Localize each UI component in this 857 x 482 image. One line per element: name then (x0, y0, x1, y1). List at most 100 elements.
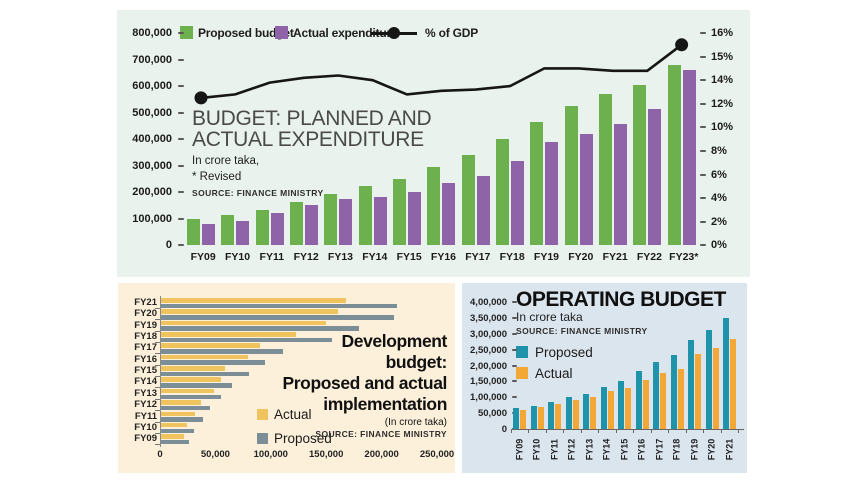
right-axis-tick (700, 102, 706, 105)
left-axis-tick-label: 0 (165, 239, 172, 251)
right-axis-tick (700, 150, 706, 152)
dev-row-tick (155, 410, 160, 412)
op-y-axis-tick (512, 332, 517, 335)
development-title-line4: implementation (323, 394, 447, 414)
left-axis-tick (178, 244, 184, 246)
legend-actual-expenditure-swatch (275, 26, 288, 39)
revised-note: * Revised (192, 171, 242, 183)
bar-proposed-FY21 (598, 94, 612, 245)
dev-category-label-FY15: FY15 (134, 365, 157, 377)
dev-bar-proposed-FY10 (160, 428, 195, 434)
development-title-line1: Development (341, 331, 448, 351)
dev-category-label-FY21: FY21 (134, 297, 157, 308)
x-axis-label-FY18: FY18 (499, 251, 525, 263)
top-chart-title-block: BUDGET: PLANNED AND ACTUAL EXPENDITURE I… (192, 108, 432, 198)
dev-legend-swatch-actual (257, 409, 268, 420)
dev-bar-proposed-FY09 (160, 439, 189, 445)
op-group-tick (528, 430, 530, 433)
op-y-axis-tick-label: 4,00,000 (470, 297, 507, 308)
op-x-axis-label-FY21: FY21 (724, 438, 734, 461)
left-axis-tick-label: 100,000 (132, 212, 172, 225)
development-unit: (In crore taka) (384, 417, 447, 428)
gdp-line-endpoint-dot (675, 38, 689, 52)
op-bar-actual-FY09 (520, 409, 526, 429)
bar-actual-FY09 (202, 223, 215, 245)
left-axis-tick-label: 200,000 (132, 186, 172, 198)
op-group-tick (720, 430, 722, 433)
dev-bar-proposed-FY12 (160, 405, 210, 411)
op-bar-actual-FY10 (537, 407, 544, 429)
op-x-axis-label-FY12: FY12 (566, 438, 577, 461)
op-bar-proposed-FY09 (513, 408, 519, 429)
right-axis-tick-label: 4% (711, 192, 727, 205)
development-title-line2: budget: (385, 352, 448, 372)
op-y-axis-tick-label: 3,50,000 (470, 312, 507, 324)
right-axis-tick-label: 16% (711, 27, 734, 39)
bar-actual-FY22 (648, 109, 662, 245)
left-axis-tick-label: 400,000 (132, 133, 172, 145)
op-bar-actual-FY15 (625, 388, 631, 429)
op-bar-actual-FY20 (712, 348, 719, 429)
op-x-axis-label-FY18: FY18 (671, 438, 682, 461)
right-axis-tick-label: 14% (711, 74, 734, 87)
dev-bar-proposed-FY11 (160, 417, 204, 422)
op-y-axis-tick (512, 316, 517, 319)
dev-row-tick (155, 364, 160, 366)
left-axis-tick-label: 800,000 (132, 27, 172, 39)
op-group-tick (633, 430, 635, 433)
op-group-tick (510, 430, 512, 433)
bar-proposed-FY19 (530, 121, 544, 245)
bar-proposed-FY17 (461, 154, 475, 245)
operating-unit: In crore taka (516, 310, 583, 324)
op-group-tick (580, 430, 582, 433)
op-bar-actual-FY16 (642, 380, 649, 429)
bar-proposed-FY15 (392, 178, 406, 245)
dev-bar-actual-FY18 (160, 332, 297, 337)
x-axis-label-FY21: FY21 (602, 251, 628, 263)
left-axis-tick (178, 58, 184, 61)
dev-category-label-FY14: FY14 (134, 376, 157, 388)
dev-bar-proposed-FY21 (160, 303, 398, 309)
x-axis-label-FY16: FY16 (430, 251, 457, 263)
right-axis-tick (700, 197, 706, 200)
op-bar-proposed-FY20 (705, 330, 712, 429)
x-axis-label-FY22: FY22 (636, 251, 662, 263)
op-legend-swatch-actual (516, 367, 528, 379)
op-y-axis-tick (512, 348, 517, 351)
dev-row-tick (155, 398, 160, 400)
dev-bar-actual-FY12 (160, 400, 201, 405)
development-budget-panel: FY21 FY20 FY19 FY18 FY17 FY16 FY15 FY14 FY13 FY12… (118, 283, 455, 473)
dev-legend-label-proposed: Proposed (274, 431, 332, 446)
left-axis-tick (178, 217, 184, 220)
bar-actual-FY14 (373, 197, 387, 245)
left-axis-tick-label: 500,000 (132, 106, 172, 119)
dev-x-axis-tick-label: 100,000 (253, 449, 288, 460)
dev-row-tick (155, 308, 160, 309)
bar-actual-FY23* (682, 69, 696, 245)
legend-gdp-dot (388, 27, 400, 39)
dev-category-label-FY20: FY20 (134, 308, 157, 320)
op-group-tick (545, 430, 547, 433)
bar-proposed-FY11 (255, 209, 269, 245)
operating-source: SOURCE: FINANCE MINISTRY (516, 326, 648, 336)
x-axis-label-FY15: FY15 (396, 251, 422, 263)
op-bar-proposed-FY14 (600, 387, 607, 429)
op-x-axis-line (511, 429, 744, 430)
legend-gdp-label: % of GDP (425, 26, 479, 40)
top-chart-unit: In crore taka, (192, 155, 260, 167)
right-axis-tick (700, 244, 706, 247)
x-axis-label-FY20: FY20 (568, 251, 594, 263)
development-chart-axis (160, 296, 161, 447)
op-group-tick (598, 430, 600, 433)
bar-proposed-FY18 (495, 138, 509, 245)
operating-budget-panel: OPERATING BUDGET In crore taka SOURCE: F… (462, 283, 747, 473)
right-axis-tick (700, 173, 706, 176)
dev-category-label-FY12: FY12 (134, 399, 157, 411)
op-group-tick (685, 430, 687, 433)
bar-actual-FY17 (476, 175, 490, 245)
op-group-tick (668, 430, 670, 433)
bar-proposed-FY23* (667, 65, 681, 245)
op-bar-proposed-FY15 (618, 381, 624, 429)
op-bar-proposed-FY17 (653, 361, 659, 429)
bar-proposed-FY12 (289, 201, 303, 245)
